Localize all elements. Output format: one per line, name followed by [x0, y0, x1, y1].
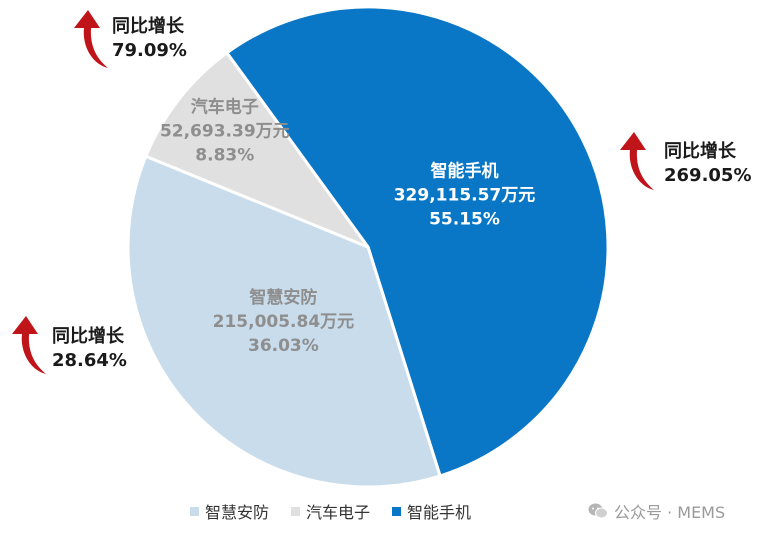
pie-slices — [126, 5, 610, 489]
slice-label-2: 汽车电子 52,693.39万元 8.83% — [160, 97, 290, 166]
slice-percent: 36.03% — [248, 336, 319, 356]
wechat-icon — [588, 503, 608, 519]
growth-arrow-icon — [12, 316, 46, 374]
slice-label-1: 智慧安防 215,005.84万元 36.03% — [213, 287, 355, 356]
growth-title: 同比增长 — [112, 15, 185, 37]
legend-label-security: 智慧安防 — [205, 503, 270, 522]
legend-item-auto: 汽车电子 — [291, 499, 370, 523]
growth-value: 269.05% — [664, 165, 752, 186]
pie-slice-2 — [144, 51, 370, 249]
slice-labels: 智能手机 329,115.57万元 55.15% 智慧安防 215,005.84万元 36… — [160, 97, 535, 356]
slice-label-0: 智能手机 329,115.57万元 55.15% — [394, 160, 536, 229]
watermark: 公众号 · MEMS — [588, 500, 725, 522]
growth-value: 28.64% — [52, 350, 127, 371]
slice-name: 智慧安防 — [249, 287, 317, 308]
legend-label-auto: 汽车电子 — [306, 503, 371, 522]
slice-value: 52,693.39万元 — [160, 122, 290, 142]
legend-swatch-auto — [291, 506, 301, 516]
growth-annotation-0: 同比增长 79.09% — [74, 10, 187, 68]
legend-swatch-security — [190, 506, 199, 516]
growth-title: 同比增长 — [664, 140, 737, 162]
growth-annotations: 同比增长 79.09% 同比增长 269.05% 同比增长 28.64% — [12, 10, 752, 374]
pie-slice-0 — [225, 5, 610, 478]
growth-annotation-1: 同比增长 269.05% — [620, 132, 752, 190]
slice-name: 汽车电子 — [191, 97, 259, 118]
growth-arrow-icon — [620, 132, 654, 190]
slice-percent: 8.83% — [195, 146, 254, 166]
growth-annotation-2: 同比增长 28.64% — [12, 316, 127, 374]
watermark-text: 公众号 · MEMS — [614, 503, 726, 522]
pie-slice-1 — [126, 154, 442, 489]
legend: 智慧安防 汽车电子 智能手机 — [190, 500, 471, 522]
legend-item-security: 智慧安防 — [190, 499, 269, 523]
slice-value: 329,115.57万元 — [394, 185, 536, 205]
growth-value: 79.09% — [112, 40, 187, 61]
slice-name: 智能手机 — [431, 160, 499, 181]
slice-percent: 55.15% — [429, 209, 500, 229]
growth-title: 同比增长 — [52, 325, 125, 347]
legend-swatch-phone — [392, 506, 402, 516]
legend-label-phone: 智能手机 — [407, 503, 472, 522]
growth-arrow-icon — [74, 10, 108, 68]
legend-item-phone: 智能手机 — [392, 499, 471, 523]
slice-value: 215,005.84万元 — [213, 312, 355, 332]
